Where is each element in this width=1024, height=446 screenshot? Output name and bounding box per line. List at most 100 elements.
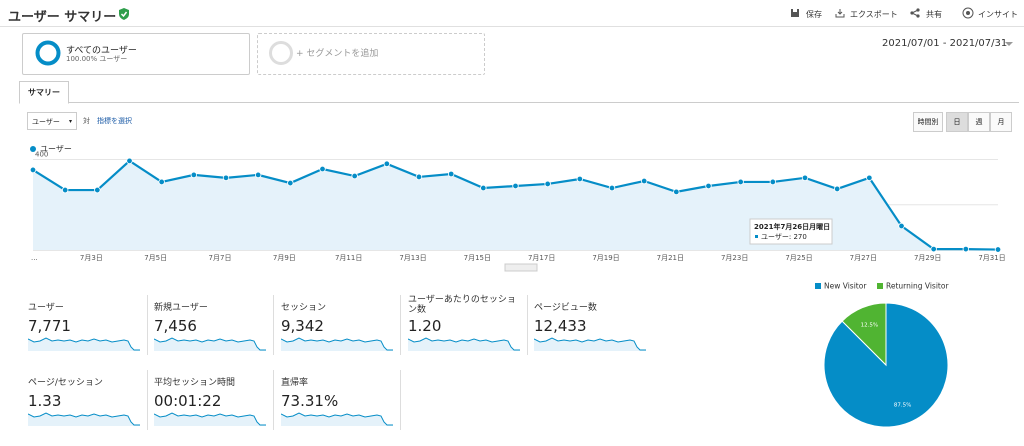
verified-icon bbox=[119, 8, 129, 20]
metric-divider bbox=[147, 295, 148, 355]
metric-value: 7,456 bbox=[154, 317, 197, 335]
share-button[interactable]: 共有 bbox=[926, 10, 942, 19]
metric-value: 73.31% bbox=[281, 392, 339, 410]
x-tick-label: ... bbox=[31, 254, 38, 262]
point bbox=[158, 178, 165, 186]
x-tick-label: 7月21日 bbox=[657, 254, 684, 262]
tooltip-label: ユーザー: 270 bbox=[761, 233, 807, 241]
metric-label: 新規ユーザー bbox=[154, 303, 208, 313]
x-tick-label: 7月31日 bbox=[978, 254, 1005, 262]
point bbox=[608, 184, 616, 192]
point bbox=[994, 246, 1002, 253]
date-range[interactable]: 2021/07/01 - 2021/07/31 bbox=[882, 38, 1008, 49]
metric-label: ページ/セッション bbox=[28, 378, 103, 388]
pie-chart: New Visitor Returning Visitor 87.5% 12.5% bbox=[815, 282, 949, 428]
point bbox=[898, 222, 905, 230]
sparkline bbox=[154, 337, 266, 351]
x-tick-label: 7月7日 bbox=[209, 254, 232, 262]
tooltip-marker bbox=[755, 235, 758, 238]
metric-value: 1.33 bbox=[28, 392, 62, 410]
export-button[interactable]: エクスポート bbox=[850, 10, 898, 19]
divider bbox=[0, 26, 1024, 27]
x-tick-label: 7月5日 bbox=[144, 254, 167, 262]
point bbox=[512, 182, 519, 190]
segment-circle bbox=[35, 40, 61, 66]
legend-label: ユーザー bbox=[40, 145, 72, 154]
period-week[interactable]: 週 bbox=[968, 112, 990, 132]
x-tick-label: 7月25日 bbox=[785, 254, 812, 262]
point bbox=[833, 185, 841, 193]
metric-label: ユーザーあたりのセッション数 bbox=[408, 295, 516, 315]
collapse-handle bbox=[504, 263, 538, 272]
x-tick-label: 7月9日 bbox=[273, 254, 296, 262]
insight-icon bbox=[962, 7, 974, 19]
point bbox=[415, 173, 423, 181]
pie-label: 87.5% bbox=[894, 403, 911, 409]
select-metric[interactable]: 指標を選択 bbox=[97, 117, 132, 125]
point bbox=[351, 172, 358, 180]
page-title: ユーザー サマリー bbox=[8, 10, 117, 25]
point bbox=[705, 182, 712, 190]
point bbox=[801, 174, 809, 182]
line-chart: ユーザー200400...7月3日7月5日7月7日7月9日7月11日7月13日7… bbox=[29, 145, 1006, 272]
point bbox=[576, 175, 584, 183]
x-tick-label: 7月11日 bbox=[335, 254, 362, 262]
metric-divider bbox=[400, 295, 401, 355]
point bbox=[126, 157, 133, 165]
x-tick-label: 7月3日 bbox=[80, 254, 103, 262]
legend-swatch bbox=[877, 283, 883, 289]
metric-divider bbox=[273, 370, 274, 430]
metric-value: 7,771 bbox=[28, 317, 71, 335]
insight-button[interactable]: インサイト bbox=[978, 10, 1018, 19]
metric-divider bbox=[147, 370, 148, 430]
metric-label: 平均セッション時間 bbox=[154, 378, 236, 388]
metric-label: ページビュー数 bbox=[534, 303, 597, 313]
metric-value: 9,342 bbox=[281, 317, 324, 335]
point bbox=[769, 178, 777, 186]
add-segment-card[interactable] bbox=[257, 33, 485, 75]
point bbox=[737, 178, 744, 186]
tab[interactable]: サマリー bbox=[19, 81, 69, 104]
x-tick-label: 7月29日 bbox=[914, 254, 941, 262]
legend-label: Returning Visitor bbox=[886, 282, 949, 291]
add-segment-circle bbox=[269, 41, 293, 65]
point bbox=[383, 160, 391, 168]
metric-label: 直帰率 bbox=[281, 378, 309, 388]
point bbox=[673, 188, 680, 196]
point bbox=[480, 184, 487, 192]
area bbox=[33, 160, 998, 250]
sparkline bbox=[154, 412, 266, 426]
metric-divider bbox=[527, 295, 528, 355]
legend-swatch bbox=[815, 283, 821, 289]
save-button[interactable]: 保存 bbox=[806, 10, 822, 19]
metric-dropdown[interactable]: ユーザー ▾ bbox=[27, 112, 77, 130]
sparkline bbox=[281, 412, 393, 426]
point bbox=[29, 166, 37, 174]
point bbox=[190, 171, 198, 179]
legend-label: New Visitor bbox=[824, 282, 867, 291]
x-tick-label: 7月13日 bbox=[399, 254, 426, 262]
point bbox=[866, 174, 873, 182]
save-icon bbox=[791, 9, 799, 17]
point bbox=[94, 186, 101, 194]
segment-detail: 100.00% ユーザー bbox=[66, 55, 128, 63]
metric-label: セッション bbox=[281, 303, 327, 313]
x-tick-label: 7月23日 bbox=[721, 254, 748, 262]
metric-label: ユーザー bbox=[28, 303, 64, 313]
point bbox=[962, 245, 970, 253]
point bbox=[447, 170, 455, 178]
metric-value: 00:01:22 bbox=[154, 392, 222, 410]
y-tick-label: 400 bbox=[35, 151, 48, 159]
metric-value: 1.20 bbox=[408, 317, 442, 335]
point bbox=[61, 186, 69, 194]
tab-line bbox=[19, 102, 1019, 103]
x-tick-label: 7月17日 bbox=[528, 254, 555, 262]
add-segment[interactable]: + セグメントを追加 bbox=[296, 49, 379, 59]
period-hour[interactable]: 時間別 bbox=[913, 112, 943, 132]
sparkline bbox=[281, 337, 393, 351]
period-month[interactable]: 月 bbox=[990, 112, 1012, 132]
period-day[interactable]: 日 bbox=[946, 112, 968, 132]
point bbox=[287, 179, 294, 187]
date-caret bbox=[1005, 42, 1013, 46]
segment-card[interactable] bbox=[22, 33, 250, 75]
